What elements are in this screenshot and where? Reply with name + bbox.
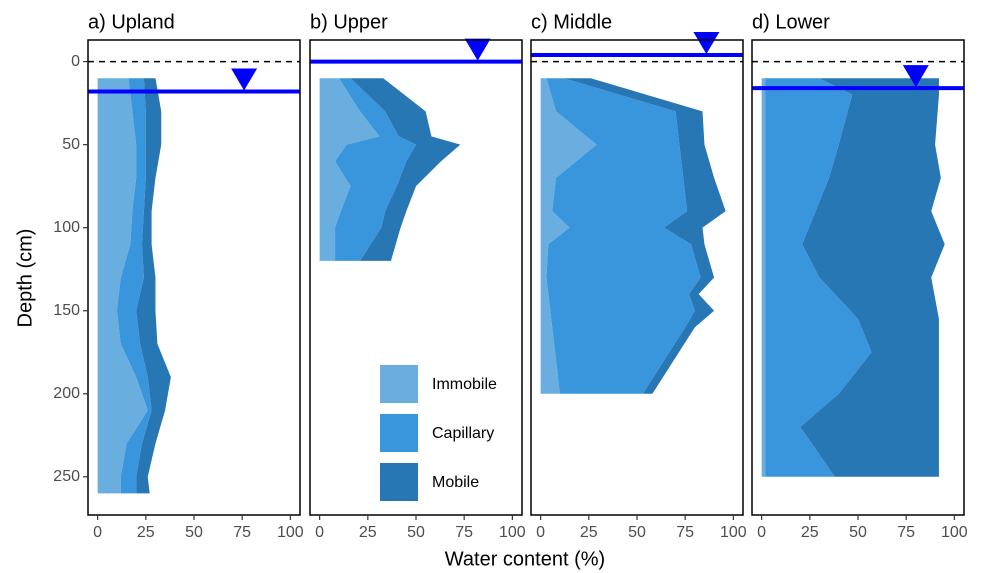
x-tick-label: 50 [407,524,425,541]
x-tick-label: 100 [941,524,968,541]
legend-swatch [380,414,418,452]
area-1 [335,78,416,261]
x-tick-label: 25 [137,524,155,541]
x-tick-label: 75 [676,524,694,541]
area-0 [540,78,597,394]
x-tick-label: 50 [185,524,203,541]
y-tick-label: 50 [62,136,80,153]
y-tick-label: 150 [53,302,80,319]
x-tick-label: 0 [536,524,545,541]
x-axis-label: Water content (%) [445,548,605,570]
area-2 [563,78,726,394]
legend-label: Mobile [432,474,479,491]
legend-label: Capillary [432,425,494,442]
legend-label: Immobile [432,376,497,393]
panel-title: c) Middle [531,11,612,33]
area-0 [97,78,148,494]
area-0 [761,78,766,477]
y-axis-label: Depth (cm) [14,229,36,328]
y-tick-label: 200 [53,385,80,402]
legend-swatch [380,365,418,403]
x-tick-label: 0 [93,524,102,541]
x-tick-label: 50 [849,524,867,541]
water-table-marker [693,31,720,54]
x-tick-label: 75 [897,524,915,541]
panel-title: b) Upper [310,11,388,33]
area-1 [116,78,152,494]
panel-title: a) Upland [88,11,175,33]
x-tick-label: 75 [233,524,251,541]
area-1 [765,78,872,477]
x-tick-label: 25 [359,524,377,541]
y-tick-label: 100 [53,219,80,236]
x-tick-label: 100 [720,524,747,541]
x-tick-label: 0 [757,524,766,541]
area-2 [136,78,171,494]
area-0 [319,78,380,261]
x-tick-label: 75 [455,524,473,541]
panel-title: d) Lower [752,11,830,33]
area-2 [350,78,461,261]
area-2 [800,78,945,477]
x-tick-label: 25 [580,524,598,541]
legend-swatch [380,463,418,501]
x-tick-label: 50 [628,524,646,541]
x-tick-label: 25 [801,524,819,541]
water-table-marker [231,68,258,91]
y-tick-label: 0 [71,53,80,70]
y-tick-label: 250 [53,468,80,485]
x-tick-label: 100 [277,524,304,541]
x-tick-label: 0 [315,524,324,541]
area-1 [546,78,701,394]
x-tick-label: 100 [499,524,526,541]
water-table-marker [902,65,929,88]
water-table-marker [464,38,491,61]
